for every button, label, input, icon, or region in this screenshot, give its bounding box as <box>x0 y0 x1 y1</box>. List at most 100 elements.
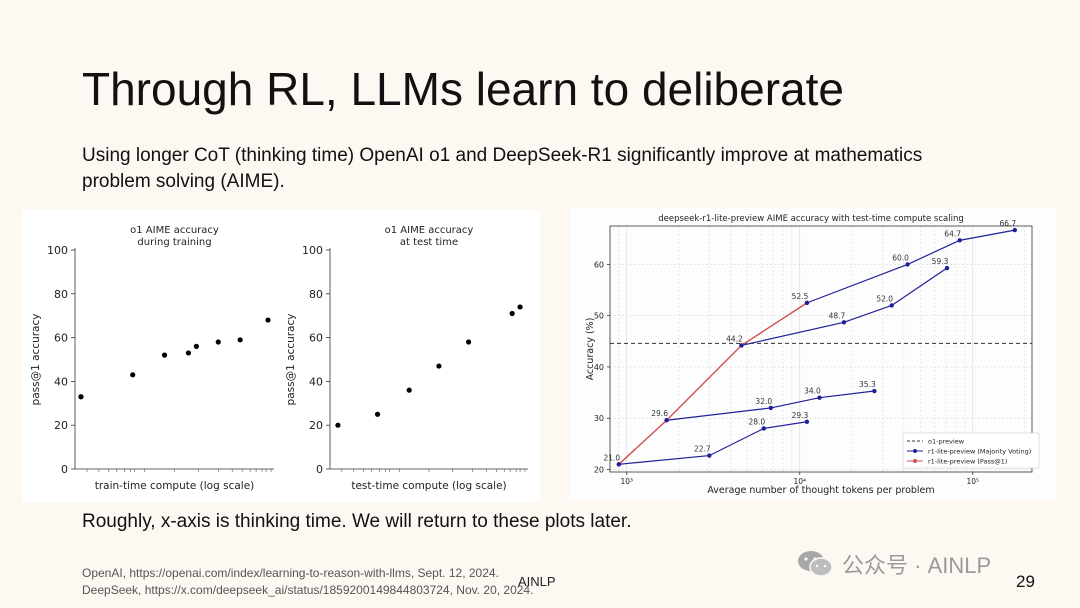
legend-entry-o1: o1-preview <box>928 438 965 446</box>
chart-title: o1 AIME accuracy <box>130 225 219 236</box>
majority-voting-line <box>741 267 948 346</box>
y-tick-label: 100 <box>47 244 68 257</box>
data-label: 34.0 <box>804 387 821 396</box>
majority-voting-point <box>804 300 810 306</box>
data-label: 44.2 <box>726 334 743 343</box>
majority-voting-point <box>761 426 767 431</box>
y-tick-label: 20 <box>309 419 323 432</box>
y-tick-label: 80 <box>54 288 68 301</box>
chart-title: during training <box>137 237 211 248</box>
y-tick-label: 40 <box>309 375 323 388</box>
data-label: 64.7 <box>944 229 961 238</box>
legend-entry-pass1: r1-lite-preview (Pass@1) <box>928 458 1007 466</box>
data-point <box>406 387 412 393</box>
chart-title: o1 AIME accuracy <box>385 225 474 236</box>
majority-voting-point <box>804 419 810 424</box>
y-tick-label: 100 <box>302 244 323 257</box>
data-point <box>466 339 472 345</box>
majority-voting-point <box>768 405 773 411</box>
slide-subtitle: Using longer CoT (thinking time) OpenAI … <box>82 145 923 192</box>
data-label: 59.3 <box>932 257 949 266</box>
x-tick-label: 10⁵ <box>966 477 979 486</box>
y-axis-label: pass@1 accuracy <box>285 314 297 406</box>
data-label: 35.3 <box>859 380 876 389</box>
majority-voting-point <box>889 303 894 308</box>
majority-voting-line <box>618 421 808 465</box>
x-axis-label: Average number of thought tokens per pro… <box>707 485 934 496</box>
legend-entry-majority: r1-lite-preview (Majority Voting) <box>928 448 1031 456</box>
y-tick-label: 60 <box>309 332 323 345</box>
majority-voting-line <box>666 390 875 421</box>
majority-voting-point <box>739 343 744 348</box>
data-label: 29.3 <box>792 411 809 420</box>
x-tick-label: 10⁴ <box>793 477 806 486</box>
o1-charts-panel <box>22 210 540 502</box>
legend-marker-pass1 <box>913 459 917 463</box>
majority-voting-point <box>707 453 712 458</box>
data-label: 29.6 <box>651 409 668 418</box>
y-tick-label: 50 <box>594 312 604 321</box>
x-tick-label: 10³ <box>620 477 633 486</box>
legend-marker-majority <box>913 449 917 453</box>
data-label: 21.0 <box>603 453 620 462</box>
y-tick-label: 20 <box>54 419 68 432</box>
data-label: 66.7 <box>999 219 1016 228</box>
y-tick-label: 20 <box>594 465 604 474</box>
majority-voting-point <box>664 418 669 423</box>
data-label: 22.7 <box>694 445 711 454</box>
watermark: 公众号 · AINLP <box>796 548 991 580</box>
references: OpenAI, https://openai.com/index/learnin… <box>82 565 533 599</box>
y-tick-label: 40 <box>54 375 68 388</box>
data-point <box>193 343 199 349</box>
majority-voting-point <box>817 395 822 400</box>
data-point <box>265 317 271 323</box>
y-tick-label: 0 <box>61 463 68 476</box>
data-label: 48.7 <box>829 311 846 320</box>
slide-title: Through RL, LLMs learn to deliberate <box>82 63 844 115</box>
data-point <box>78 394 84 400</box>
data-label: 52.0 <box>876 294 893 303</box>
x-axis-label: test-time compute (log scale) <box>351 480 506 492</box>
data-point <box>161 352 168 358</box>
majority-voting-line <box>806 229 1015 304</box>
majority-voting-point <box>841 320 847 325</box>
data-label: 32.0 <box>755 397 772 406</box>
data-point <box>215 339 221 345</box>
majority-voting-point <box>944 265 950 271</box>
legend-box <box>902 432 1040 469</box>
data-point <box>517 304 523 310</box>
y-tick-label: 0 <box>316 463 323 476</box>
data-point <box>335 422 341 428</box>
y-axis-label: pass@1 accuracy <box>30 314 42 406</box>
slide-caption: Roughly, x-axis is thinking time. We wil… <box>82 511 632 532</box>
majority-voting-point <box>616 462 622 467</box>
reference-openai[interactable]: OpenAI, https://openai.com/index/learnin… <box>82 566 499 580</box>
chart-title: deepseek-r1-lite-preview AIME accuracy w… <box>658 214 964 224</box>
y-tick-label: 30 <box>594 414 604 423</box>
data-label: 28.0 <box>748 417 765 426</box>
reference-deepseek[interactable]: DeepSeek, https://x.com/deepseek_ai/stat… <box>82 583 534 597</box>
data-point <box>130 372 136 378</box>
data-point <box>509 310 515 317</box>
pass1-line <box>618 302 808 465</box>
y-tick-label: 80 <box>309 288 323 301</box>
plot-frame <box>609 225 1033 473</box>
data-point <box>436 363 442 369</box>
y-tick-label: 40 <box>594 363 604 372</box>
chart-title: at test time <box>400 237 458 248</box>
majority-voting-point <box>872 388 877 394</box>
data-label: 52.5 <box>792 292 809 301</box>
x-axis-label: train-time compute (log scale) <box>95 480 255 492</box>
footer-label: AINLP <box>518 574 556 589</box>
y-tick-label: 60 <box>594 260 604 269</box>
majority-voting-point <box>1012 227 1018 233</box>
data-point <box>237 337 243 343</box>
wechat-icon <box>798 551 833 577</box>
watermark-text: 公众号 · AINLP <box>842 553 992 578</box>
data-point <box>374 411 381 417</box>
y-tick-label: 60 <box>54 332 68 345</box>
data-label: 60.0 <box>892 253 909 262</box>
y-axis-label: Accuracy (%) <box>585 318 596 381</box>
data-point <box>185 350 192 356</box>
